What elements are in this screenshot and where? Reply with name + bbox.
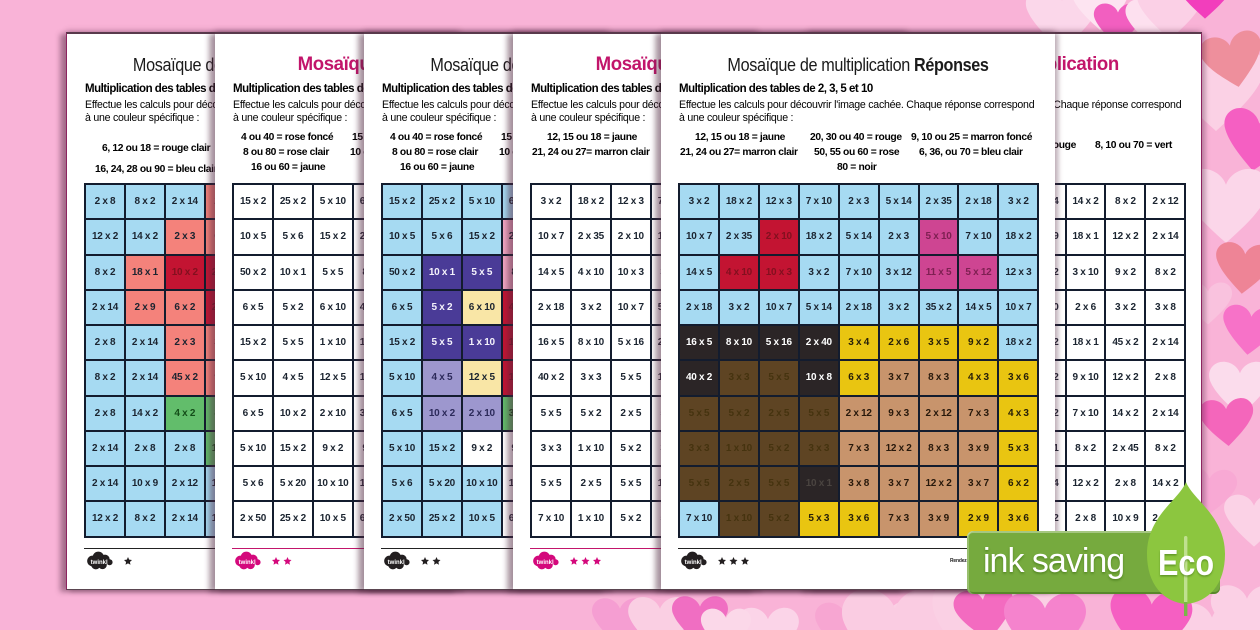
svg-text:twinkl: twinkl [239, 560, 256, 566]
svg-text:twinkl: twinkl [685, 560, 702, 566]
svg-text:twinkl: twinkl [537, 560, 554, 566]
svg-text:twinkl: twinkl [388, 560, 405, 566]
svg-text:twinkl: twinkl [91, 560, 108, 566]
